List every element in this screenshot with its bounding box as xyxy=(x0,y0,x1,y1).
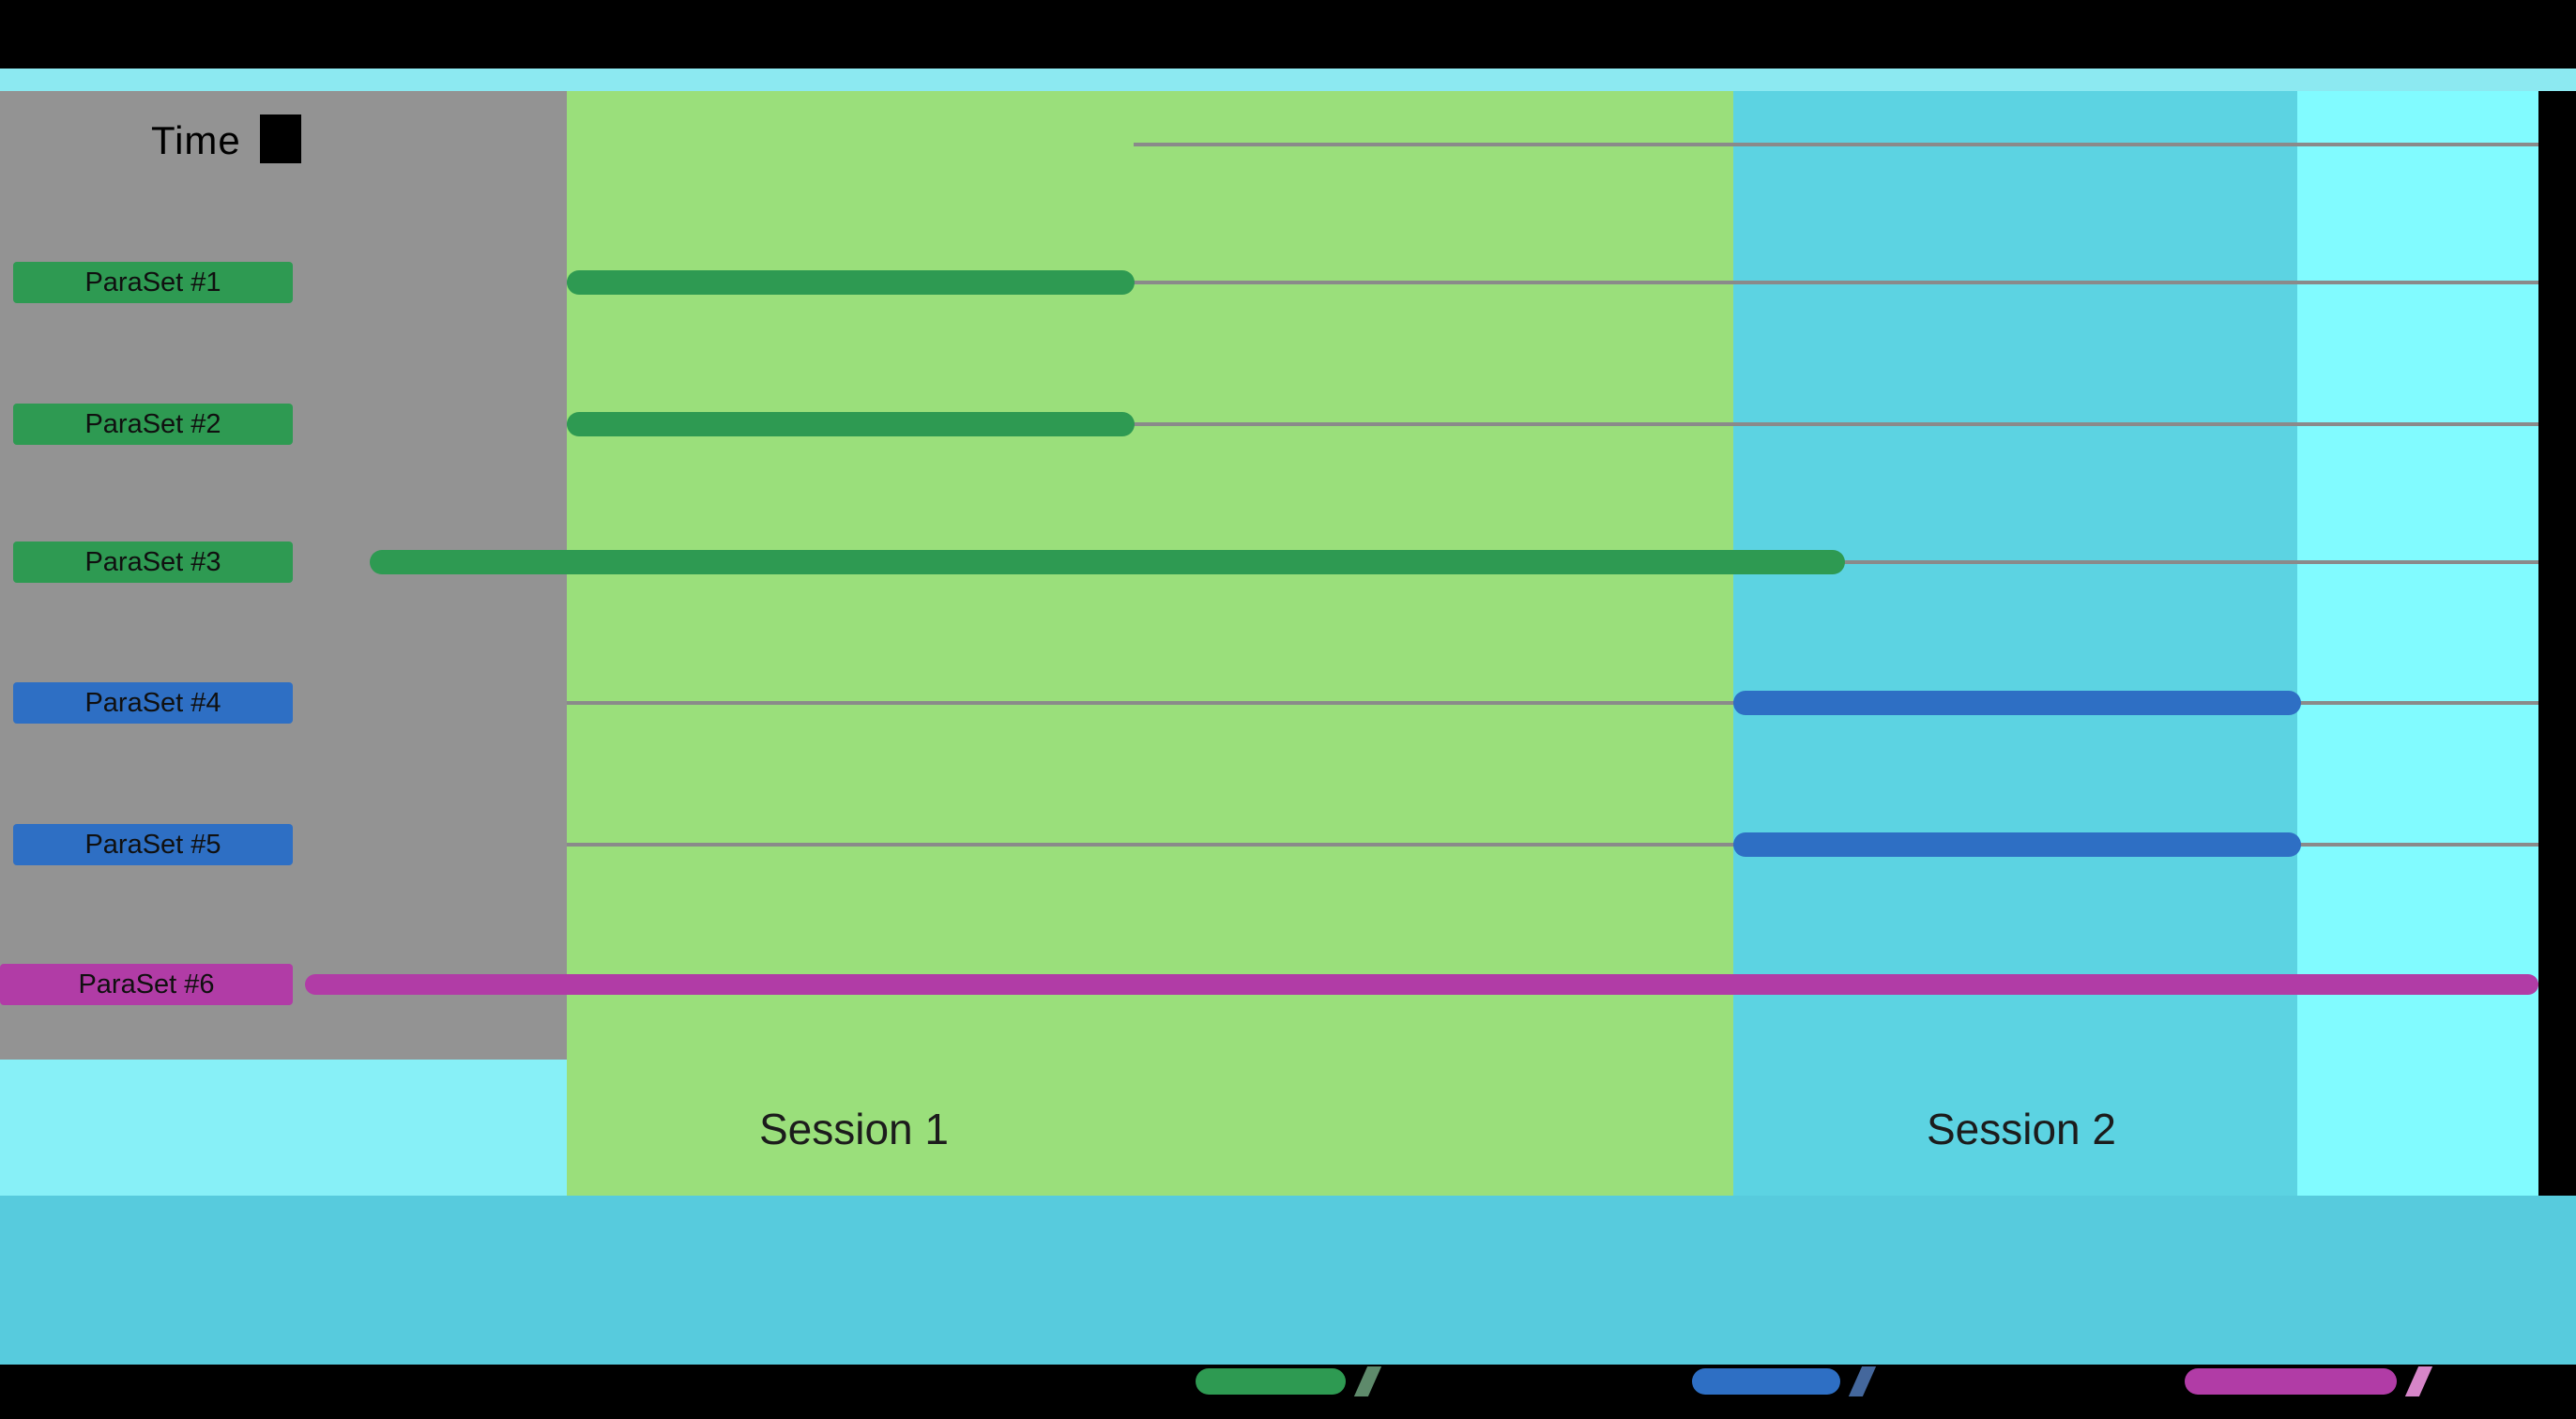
bottom-cyan-band xyxy=(0,1196,2576,1365)
gridline xyxy=(567,281,2538,284)
row-label-5: ParaSet #5 xyxy=(13,824,293,865)
gantt-bar-magenta xyxy=(304,974,2538,995)
time-axis-label: Time xyxy=(151,118,241,162)
row-label-1: ParaSet #1 xyxy=(13,262,293,303)
legend-swatch-blue xyxy=(1692,1368,1840,1395)
gantt-bar-blue xyxy=(1732,691,2301,715)
gridline xyxy=(567,701,2538,705)
top-cyan-strip xyxy=(0,69,2576,91)
legend xyxy=(0,1366,2576,1404)
row-label-2: ParaSet #2 xyxy=(13,404,293,445)
legend-slash-blue xyxy=(1848,1366,1877,1396)
row-label-6: ParaSet #6 xyxy=(0,964,293,1005)
lower-left-cyan xyxy=(0,1060,567,1196)
legend-swatch-magenta xyxy=(2185,1368,2397,1395)
gridline xyxy=(1134,143,2538,146)
legend-swatch-green xyxy=(1196,1368,1346,1395)
gantt-bar-green xyxy=(567,412,1135,436)
row-label-4: ParaSet #4 xyxy=(13,682,293,724)
gridline xyxy=(567,843,2538,847)
obscured-black-box xyxy=(260,114,301,163)
session2-label: Session 2 xyxy=(1926,1105,2117,1153)
gantt-bar-green xyxy=(567,270,1135,295)
right-cyan-column xyxy=(2297,91,2538,1196)
gantt-bar-blue xyxy=(1732,832,2301,857)
gridline xyxy=(567,422,2538,426)
session2-region xyxy=(1733,91,2297,1196)
legend-slash-green xyxy=(1353,1366,1382,1396)
legend-slash-magenta xyxy=(2404,1366,2433,1396)
session1-label: Session 1 xyxy=(758,1105,950,1153)
gantt-bar-green xyxy=(369,550,1846,574)
row-label-3: ParaSet #3 xyxy=(13,542,293,583)
